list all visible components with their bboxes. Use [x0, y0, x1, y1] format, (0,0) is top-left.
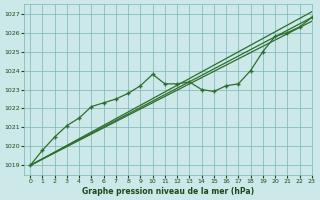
X-axis label: Graphe pression niveau de la mer (hPa): Graphe pression niveau de la mer (hPa) — [82, 187, 254, 196]
